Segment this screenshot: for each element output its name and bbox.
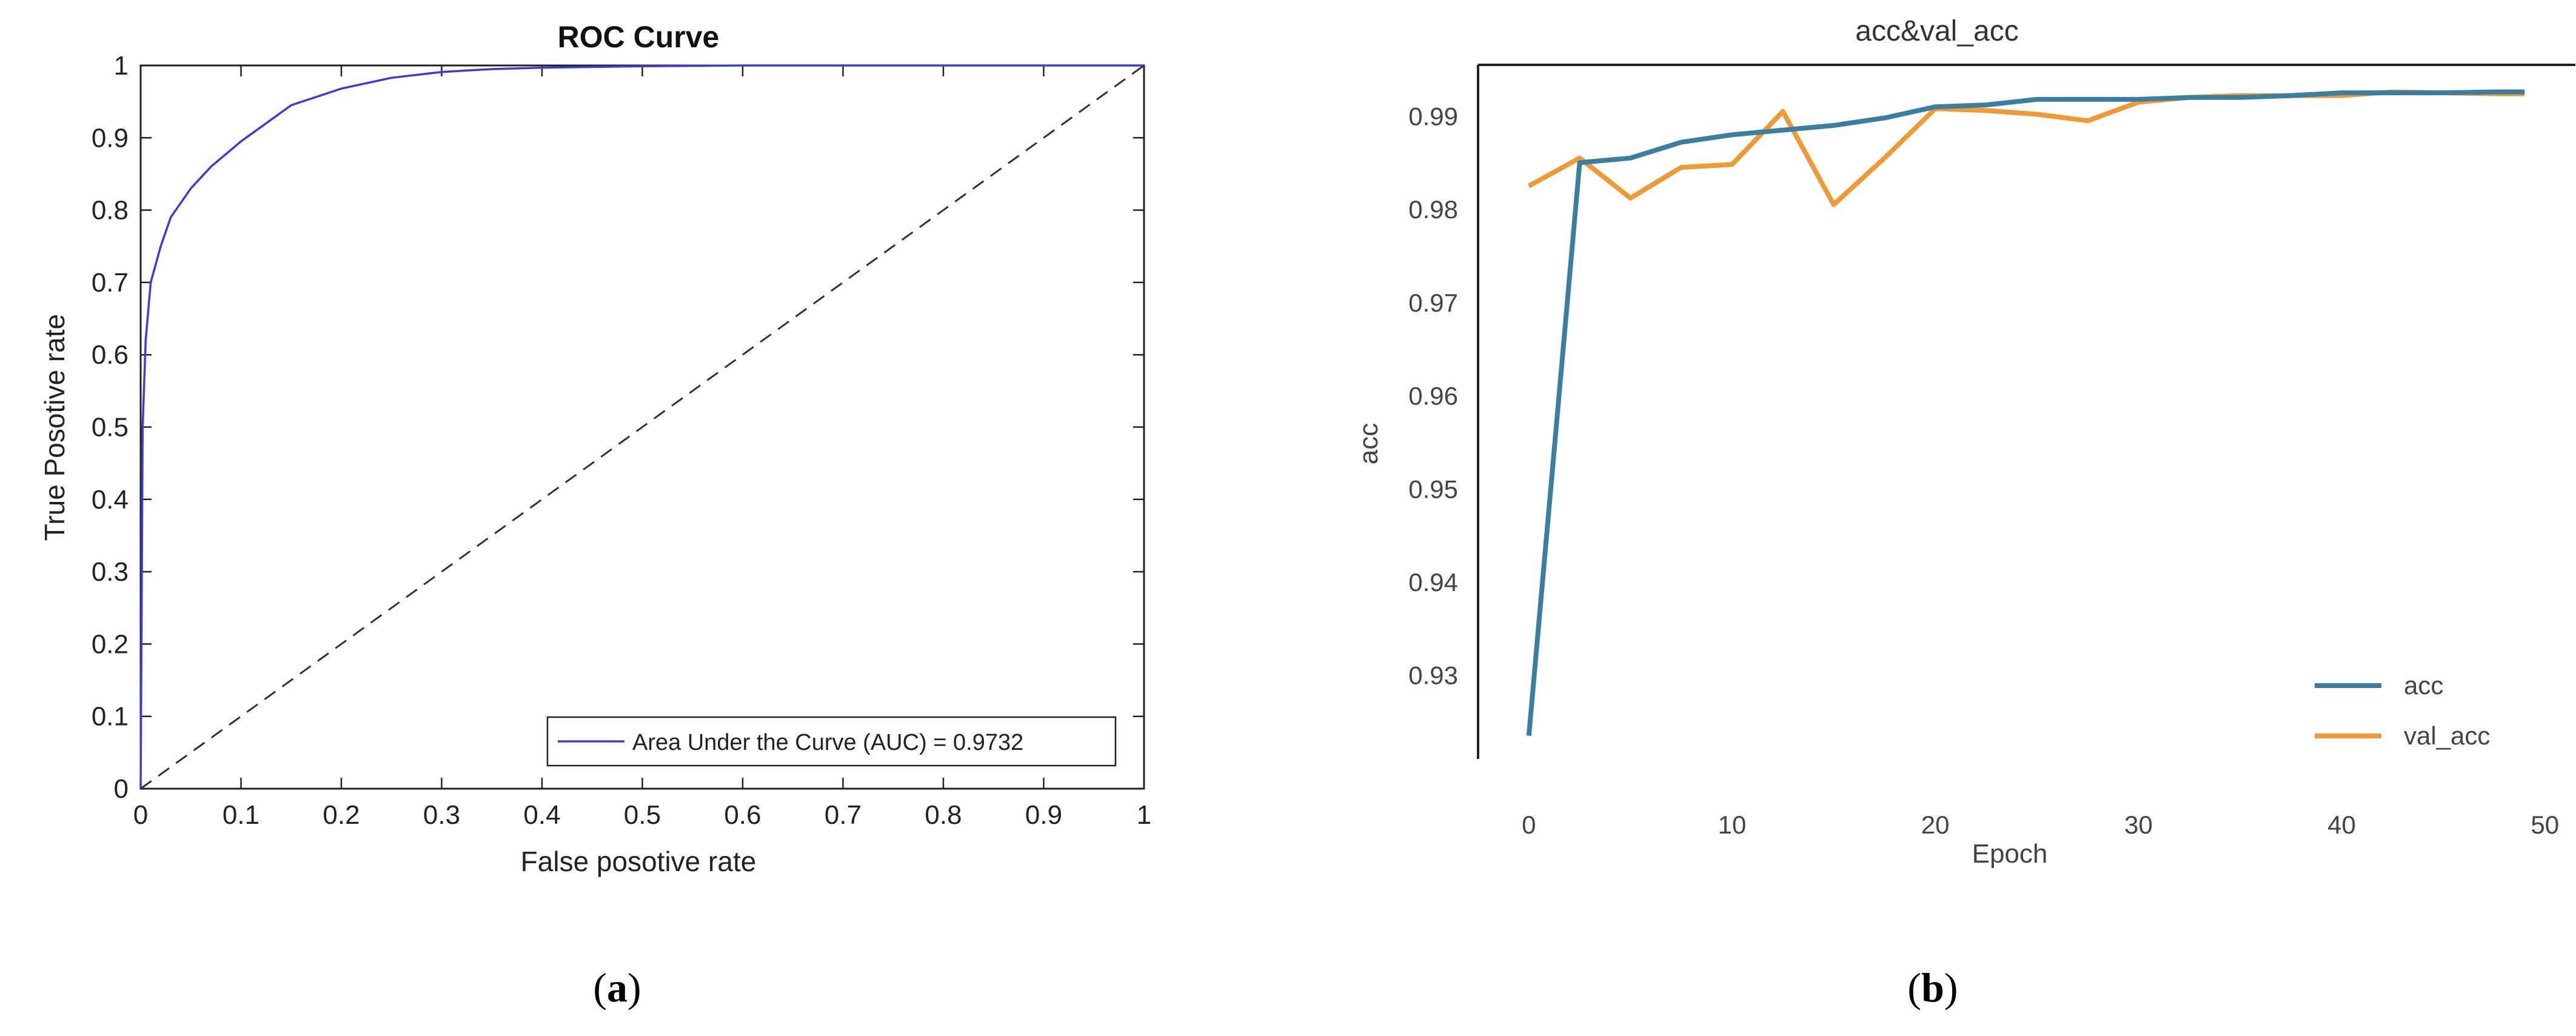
x-tick-label: 0 <box>133 800 148 830</box>
x-tick-label: 30 <box>2124 810 2153 839</box>
chance-diagonal-line <box>140 64 1145 790</box>
x-tick-label: 0.4 <box>523 800 560 830</box>
chart-title: ROC Curve <box>558 20 720 54</box>
x-tick-label: 0.7 <box>825 800 861 830</box>
legend-box <box>546 716 1117 767</box>
x-tick-label: 0.3 <box>423 800 460 830</box>
y-tick-label: 0.5 <box>92 413 129 443</box>
y-axis-label: True Posotive rate <box>39 314 70 541</box>
x-tick-labels: 0 0.1 0.2 0.3 0.4 0.5 0.6 0.7 0.8 0.9 1 <box>133 800 1151 830</box>
legend: acc val_acc <box>2315 671 2490 750</box>
val-acc-line <box>1527 89 2525 207</box>
y-tick-label: 0.99 <box>1408 102 1458 131</box>
y-tick-label: 0.95 <box>1408 475 1458 503</box>
y-tick-label: 0.94 <box>1408 568 1458 597</box>
x-axis-label: False posotive rate <box>521 846 757 877</box>
series-layer <box>139 64 1145 790</box>
x-tick-label: 0.8 <box>925 800 962 830</box>
accuracy-chart: acc&val_acc 0 10 20 30 40 50 0.93 0.94 0.95 0.96… <box>1354 15 2575 869</box>
x-tick-label: 0.9 <box>1025 800 1062 830</box>
legend-label-auc: Area Under the Curve (AUC) = 0.9732 <box>632 730 1023 755</box>
y-axis-label: acc <box>1354 423 1383 464</box>
x-tick-label: 1 <box>1137 800 1151 830</box>
y-tick-label: 0.2 <box>92 629 129 659</box>
legend-label-acc: acc <box>2404 671 2443 700</box>
chart-title: acc&val_acc <box>1855 15 2018 47</box>
y-tick-label: 0.97 <box>1408 289 1458 317</box>
x-tick-label: 0.1 <box>222 800 259 830</box>
y-tick-label: 0.4 <box>92 485 129 515</box>
roc-curve-line <box>139 64 1144 789</box>
caption-a: (a) <box>593 964 641 1011</box>
y-tick-label: 0.93 <box>1408 661 1458 690</box>
y-tick-label: 0.3 <box>92 557 129 587</box>
caption-b-letter: b <box>1921 964 1944 1011</box>
y-tick-label: 0.7 <box>92 268 129 298</box>
y-tick-label: 0.1 <box>92 702 129 732</box>
y-tick-label: 0.6 <box>92 340 129 370</box>
x-tick-label: 0.5 <box>624 800 661 830</box>
acc-line <box>1526 89 2525 736</box>
y-tick-label: 0.8 <box>92 196 129 226</box>
x-tick-label: 50 <box>2531 810 2559 839</box>
y-tick-labels: 0 0.1 0.2 0.3 0.4 0.5 0.6 0.7 0.8 0.9 1 <box>92 51 129 804</box>
x-tick-label: 40 <box>2327 810 2356 839</box>
x-tick-label: 0 <box>1522 810 1536 839</box>
y-tick-label: 0 <box>114 774 129 804</box>
y-tick-label: 0.96 <box>1408 382 1458 410</box>
series-layer <box>1526 89 2525 736</box>
x-tick-label: 0.2 <box>323 800 360 830</box>
y-tick-label: 0.9 <box>92 123 129 153</box>
legend-label-val-acc: val_acc <box>2404 721 2490 750</box>
x-tick-label: 20 <box>1921 810 1950 839</box>
x-tick-label: 0.6 <box>724 800 761 830</box>
y-tick-label: 0.98 <box>1408 195 1458 224</box>
y-tick-labels: 0.93 0.94 0.95 0.96 0.97 0.98 0.99 <box>1408 102 1458 690</box>
caption-a-letter: a <box>607 964 627 1011</box>
x-axis-label: Epoch <box>1972 839 2048 869</box>
caption-b: (b) <box>1907 964 1958 1011</box>
x-tick-label: 10 <box>1718 810 1747 839</box>
legend: Area Under the Curve (AUC) = 0.9732 <box>546 716 1117 767</box>
y-tick-label: 1 <box>114 51 129 81</box>
roc-chart: ROC Curve 0 0.1 0.2 0.3 0.4 0.5 0.6 0.7 0.8 0.9 1 … <box>39 20 1151 877</box>
x-tick-labels: 0 10 20 30 40 50 <box>1522 810 2559 839</box>
